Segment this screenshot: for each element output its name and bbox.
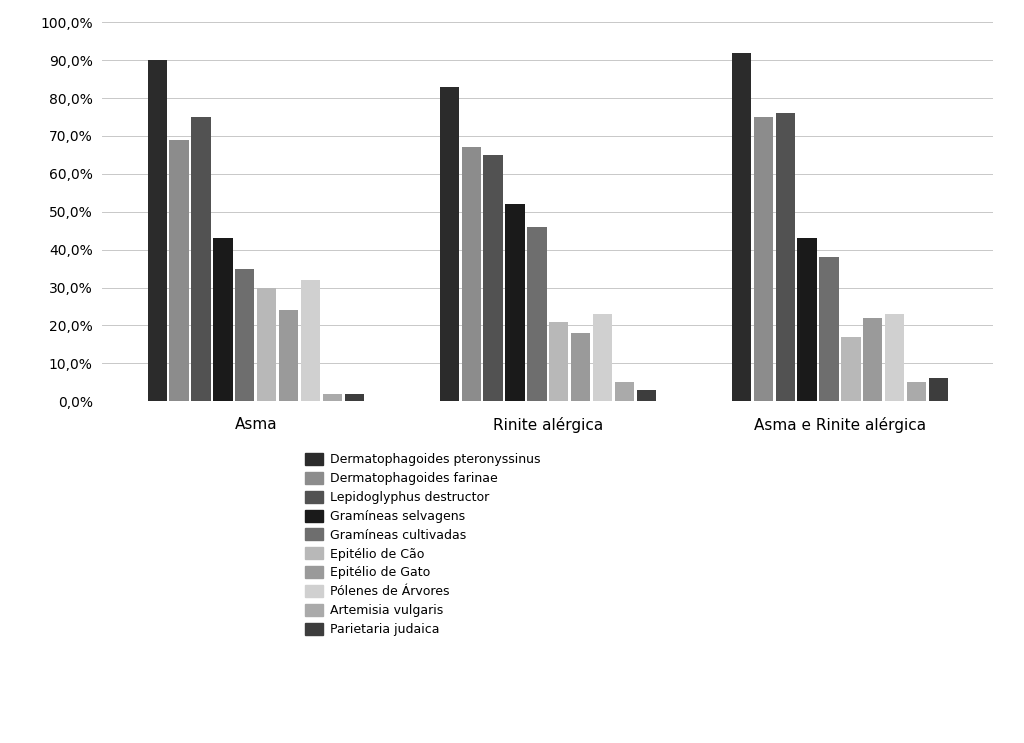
Bar (863, 318, 883, 401)
Bar (191, 117, 211, 401)
Bar (169, 140, 188, 401)
Bar (279, 311, 298, 401)
Bar (301, 280, 321, 401)
Bar (257, 288, 276, 401)
Bar (732, 53, 751, 401)
Bar (345, 394, 364, 401)
Legend: Dermatophagoides pteronyssinus, Dermatophagoides farinae, Lepidoglyphus destruct: Dermatophagoides pteronyssinus, Dermatop… (305, 453, 540, 636)
Bar (439, 87, 459, 401)
Bar (213, 239, 232, 401)
Bar (236, 269, 254, 401)
Bar (483, 155, 503, 401)
Bar (527, 227, 547, 401)
Bar (754, 117, 773, 401)
Bar (842, 337, 860, 401)
Bar (593, 314, 612, 401)
Bar (775, 113, 795, 401)
Bar (798, 239, 817, 401)
Bar (637, 390, 656, 401)
Bar (462, 147, 481, 401)
Bar (323, 394, 342, 401)
Bar (549, 322, 568, 401)
Bar (885, 314, 904, 401)
Bar (505, 204, 524, 401)
Bar (147, 60, 167, 401)
Bar (571, 333, 591, 401)
Bar (614, 382, 634, 401)
Bar (907, 382, 927, 401)
Bar (929, 378, 948, 401)
Bar (819, 257, 839, 401)
